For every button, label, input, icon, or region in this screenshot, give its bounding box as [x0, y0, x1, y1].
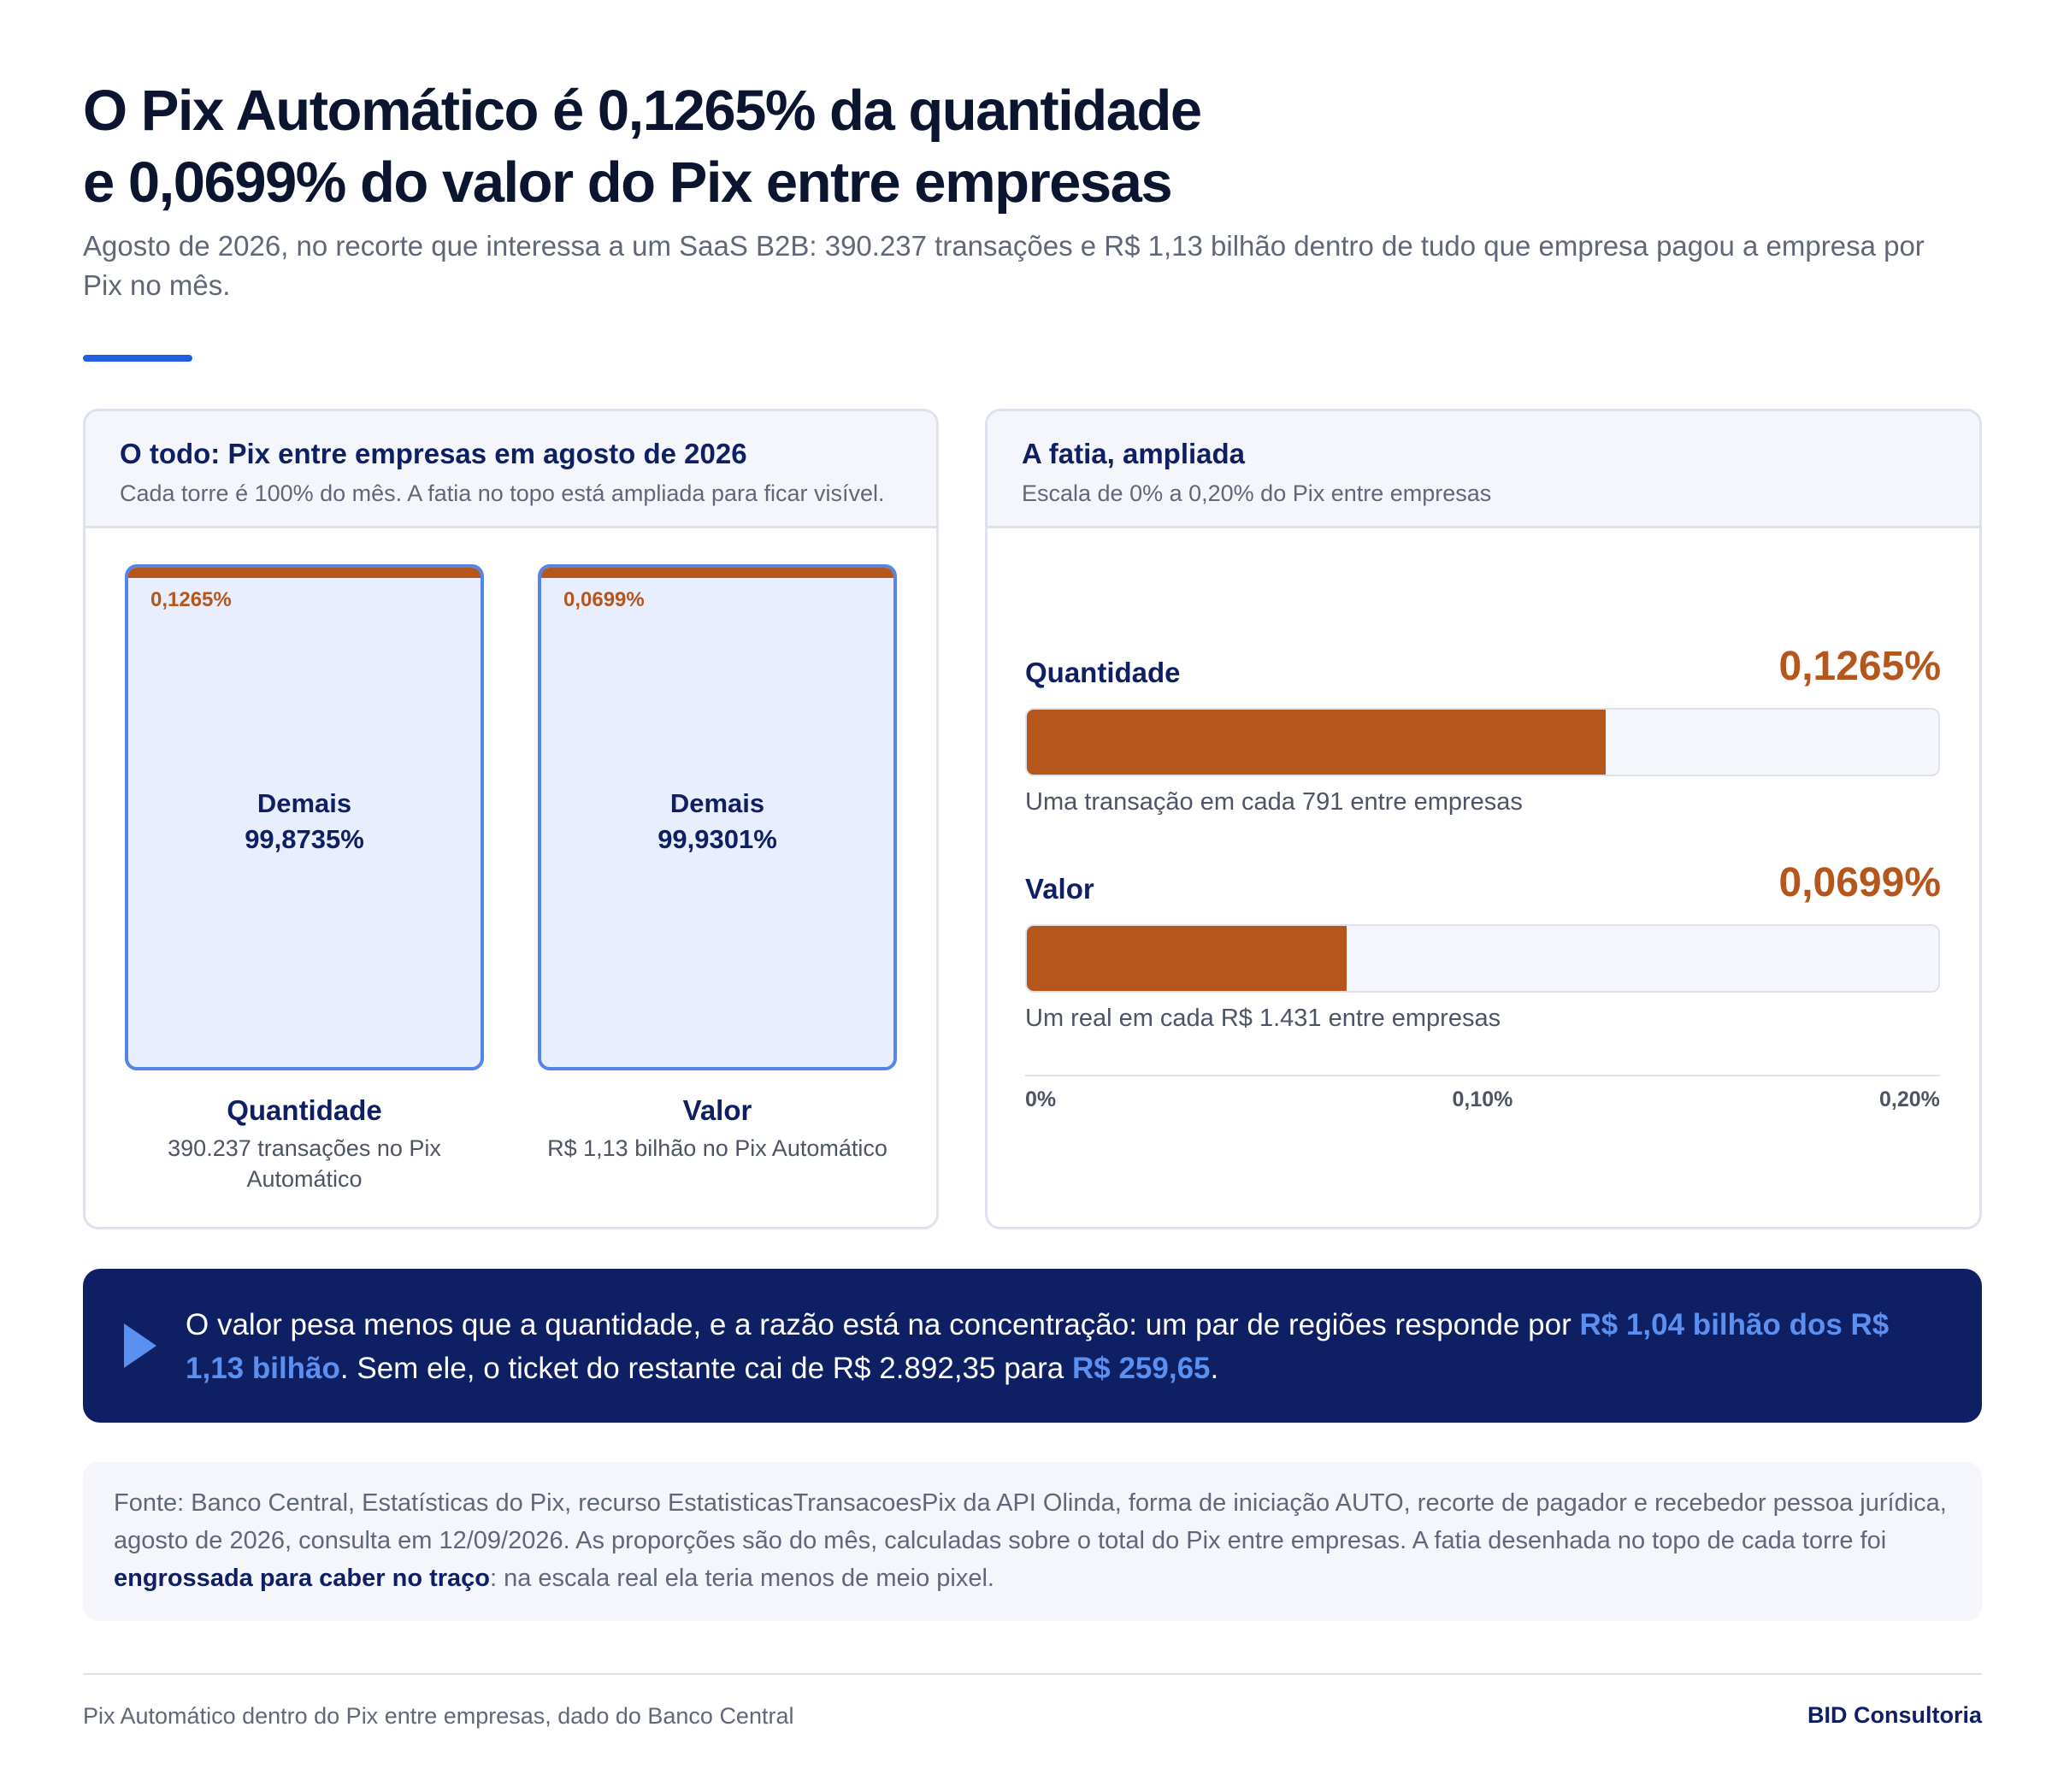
whole-panel-subtitle: Cada torre é 100% do mês. A fatia no top…: [120, 480, 885, 506]
tower-slice-label: 0,0699%: [563, 588, 645, 611]
x-axis-line: [1025, 1075, 1940, 1076]
insight-text-part: O valor pesa menos que a quantidade, e a…: [186, 1308, 1580, 1341]
zoom-panel: A fatia, ampliada Escala de 0% a 0,20% d…: [985, 409, 1982, 1229]
tower-rest-label: 99,9301%: [657, 824, 777, 854]
page-title: O Pix Automático é 0,1265% da quantidade…: [83, 75, 1536, 219]
bar-value-label: 0,1265%: [1778, 644, 1942, 689]
play-arrow-icon: [124, 1323, 156, 1368]
x-tick-label: 0,20%: [1879, 1088, 1940, 1111]
bar-valor: [1027, 926, 1347, 991]
bar-track: [1025, 708, 1940, 776]
bar-category-label: Quantidade: [1025, 657, 1181, 688]
bar-note: Uma transação em cada 791 entre empresas: [1025, 788, 1523, 816]
x-tick-label: 0,10%: [1452, 1088, 1513, 1111]
source-text: : na escala real ela teria menos de meio…: [490, 1565, 994, 1592]
insight-highlight: R$ 259,65: [1071, 1352, 1211, 1385]
tower-rest-name: Demais: [669, 788, 765, 818]
tower-quantidade: 0,1265% Demais 99,8735%: [125, 564, 484, 1070]
insight-text: O valor pesa menos que a quantidade, e a…: [186, 1303, 1913, 1390]
tower-slice-label: 0,1265%: [150, 588, 232, 611]
accent-divider: [83, 355, 192, 362]
tower-rest-name: Demais: [256, 788, 352, 818]
tower-category-label: Valor: [682, 1094, 752, 1126]
title-line-2: e 0,0699% do valor do Pix entre empresas: [83, 150, 1173, 215]
brand-name: BID Consultoria: [1807, 1702, 1982, 1728]
tower-slice-mark: [541, 568, 893, 578]
source-note: Fonte: Banco Central, Estatísticas do Pi…: [83, 1462, 1982, 1621]
insight-banner: O valor pesa menos que a quantidade, e a…: [83, 1269, 1982, 1423]
footer-caption: Pix Automático dentro do Pix entre empre…: [83, 1703, 794, 1729]
bar-value-label: 0,0699%: [1778, 860, 1942, 905]
title-line-1: O Pix Automático é 0,1265% da quantidade: [83, 79, 1202, 143]
bar-note: Um real em cada R$ 1.431 entre empresas: [1025, 1005, 1501, 1032]
source-text: Fonte: Banco Central, Estatísticas do Pi…: [114, 1489, 1947, 1554]
source-emphasis: engrossada para caber no traço: [114, 1565, 490, 1592]
tower-valor: 0,0699% Demais 99,9301%: [538, 564, 897, 1070]
insight-highlight: R$ 1,04 bilhão dos R$ 1,13 bilhão: [186, 1308, 1890, 1385]
bar-track: [1025, 924, 1940, 993]
tower-note: R$ 1,13 bilhão no Pix Automático: [547, 1135, 887, 1161]
footer-divider: [83, 1673, 1982, 1675]
zoom-panel-header: A fatia, ampliada Escala de 0% a 0,20% d…: [988, 411, 1979, 528]
tower-note: 390.237 transações no Pix Automático: [168, 1135, 441, 1192]
zoom-panel-title: A fatia, ampliada: [1022, 438, 1246, 469]
whole-panel-title: O todo: Pix entre empresas em agosto de …: [120, 438, 747, 469]
page-subtitle: Agosto de 2026, no recorte que interessa…: [83, 230, 1925, 301]
bar-category-label: Valor: [1025, 873, 1094, 905]
tower-category-label: Quantidade: [227, 1094, 382, 1126]
tower-slice-mark: [128, 568, 481, 578]
bar-quantidade: [1027, 710, 1606, 775]
x-tick-label: 0%: [1025, 1088, 1057, 1111]
whole-panel-header: O todo: Pix entre empresas em agosto de …: [86, 411, 936, 528]
zoom-panel-subtitle: Escala de 0% a 0,20% do Pix entre empres…: [1022, 480, 1492, 506]
tower-rest-label: 99,8735%: [245, 824, 364, 854]
insight-text-part: .: [1210, 1352, 1219, 1385]
insight-text-part: . Sem ele, o ticket do restante cai de R…: [339, 1352, 1072, 1385]
